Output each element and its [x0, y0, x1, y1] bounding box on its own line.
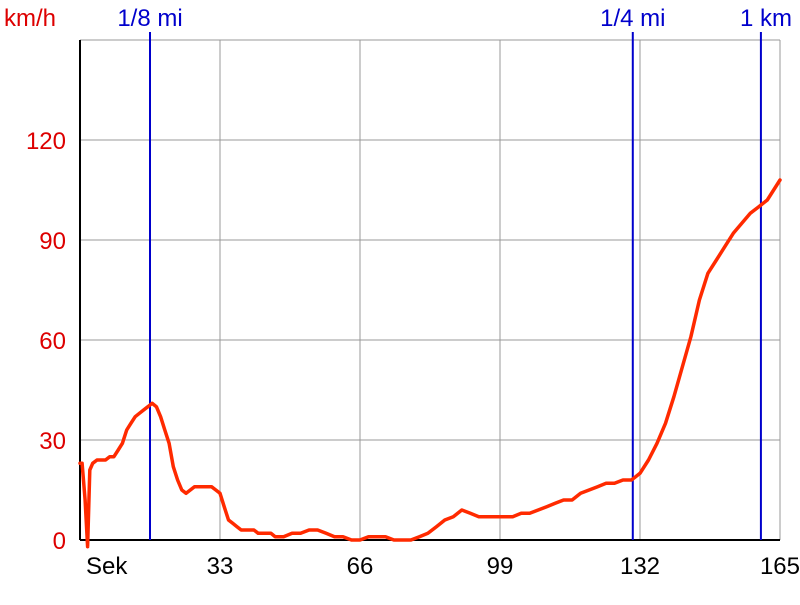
x-tick-label: 99: [487, 553, 514, 580]
y-tick-label: 0: [53, 528, 66, 555]
y-tick-label: 30: [39, 428, 66, 455]
marker-label-1: 1/4 mi: [600, 5, 665, 32]
y-tick-label: 90: [39, 228, 66, 255]
y-tick-label: 120: [26, 128, 66, 155]
x-tick-labels: 33 66 99 132 165: [207, 553, 800, 580]
x-tick-label: 165: [760, 553, 800, 580]
marker-label-0: 1/8 mi: [117, 5, 182, 32]
marker-label-2: 1 km: [740, 5, 792, 32]
y-axis-unit-label: km/h: [4, 5, 56, 32]
y-tick-label: 60: [39, 328, 66, 355]
series: [78, 178, 782, 549]
y-tick-labels: 0 30 60 90 120: [26, 128, 66, 555]
grid: [80, 39, 781, 540]
x-axis-unit-label: Sek: [86, 553, 128, 580]
distance-markers: 1/8 mi 1/4 mi 1 km: [117, 5, 792, 540]
x-tick-label: 66: [347, 553, 374, 580]
x-tick-label: 132: [620, 553, 660, 580]
axes: [79, 40, 780, 541]
speed-series-line: [78, 178, 782, 549]
x-tick-label: 33: [207, 553, 234, 580]
